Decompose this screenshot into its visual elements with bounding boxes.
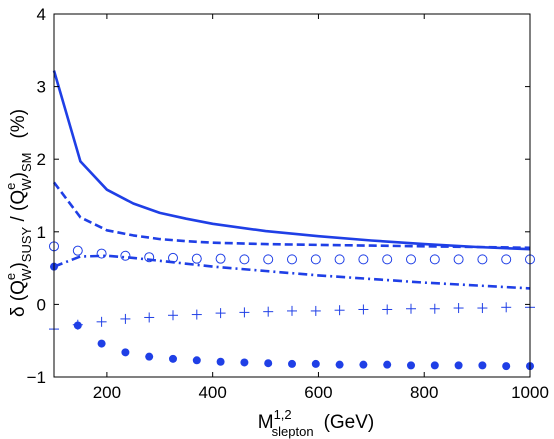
- x-tick-label: 800: [410, 383, 438, 402]
- filled-circle-marker: [288, 359, 296, 368]
- y-label-delta: δ: [8, 306, 29, 317]
- filled-circle-marker: [478, 361, 487, 370]
- plus-marker: [382, 304, 393, 315]
- x-tick-label: 600: [304, 383, 332, 402]
- y-tick-label: 2: [37, 150, 46, 169]
- y-tick-label: −1: [27, 368, 46, 387]
- plus-marker: [120, 313, 131, 324]
- series-line-dashed: [52, 181, 531, 250]
- plus-marker: [96, 316, 107, 327]
- y-label-sm: SM: [19, 153, 34, 173]
- open-circle-marker: [501, 254, 512, 265]
- plus-marker: [334, 305, 345, 316]
- y-label-slash: /: [8, 211, 29, 227]
- y-tick-label: 0: [37, 295, 46, 314]
- filled-circle-marker: [240, 358, 249, 367]
- open-circle-marker: [144, 252, 155, 263]
- filled-circle-marker: [335, 360, 344, 369]
- filled-circle-marker: [430, 361, 439, 370]
- open-circle-marker: [287, 254, 297, 265]
- plus-marker: [501, 302, 512, 313]
- plus-marker: [239, 307, 250, 318]
- y-label-subw1: W: [19, 268, 34, 281]
- x-label-unit: (GeV): [324, 412, 375, 433]
- y-label-unit: (%): [8, 109, 29, 139]
- open-circle-marker: [96, 248, 107, 259]
- open-circle-marker: [429, 254, 440, 265]
- y-tick-label: 1: [37, 223, 46, 242]
- filled-circle-marker: [192, 356, 201, 365]
- y-label-close1: ): [8, 262, 29, 268]
- y-label-sup2: e: [3, 183, 18, 190]
- filled-circle-marker: [383, 360, 392, 369]
- plus-marker: [215, 308, 226, 319]
- open-circle-marker: [334, 254, 345, 265]
- open-circle-marker: [406, 254, 416, 265]
- open-circle-marker: [72, 245, 83, 256]
- y-label-close2: ): [8, 172, 29, 178]
- plus-marker: [191, 309, 202, 320]
- plus-marker: [144, 312, 155, 323]
- filled-circle-marker: [73, 321, 82, 330]
- open-circle-marker: [215, 253, 226, 264]
- open-circle-marker: [477, 254, 488, 265]
- x-label-main: M: [258, 412, 274, 433]
- plus-marker: [287, 305, 297, 316]
- y-label-q1: (Q: [8, 280, 29, 301]
- filled-circle-marker: [359, 360, 368, 369]
- open-circle-marker: [120, 250, 131, 261]
- x-tick-label: 1000: [511, 383, 549, 402]
- y-tick-label: 3: [37, 78, 46, 97]
- open-circle-marker: [263, 254, 274, 265]
- open-circle-marker: [310, 254, 321, 265]
- filled-circle-marker: [216, 357, 225, 366]
- y-label-sup1: e: [3, 273, 18, 280]
- filled-circle-marker: [97, 339, 106, 348]
- filled-circle-marker: [145, 352, 154, 361]
- open-circle-marker: [239, 254, 250, 265]
- filled-circle-marker: [502, 362, 511, 371]
- y-label-q2: (Q: [8, 190, 29, 211]
- plus-marker: [477, 303, 488, 314]
- plus-marker: [453, 303, 464, 314]
- y-label-subw2: W: [19, 178, 34, 191]
- series-layer: [49, 70, 535, 371]
- filled-circle-marker: [264, 359, 273, 368]
- x-tick-label: 400: [198, 383, 226, 402]
- x-axis-label: M1,2 slepton (GeV): [258, 407, 375, 439]
- filled-circle-marker: [454, 361, 463, 370]
- y-axis-label: δ (QeW)SUSY / (QeW)SM(%): [3, 109, 34, 317]
- y-tick-label: 4: [37, 5, 46, 24]
- filled-circle-marker: [169, 354, 177, 363]
- plus-marker: [310, 305, 321, 316]
- filled-circle-marker: [407, 361, 415, 370]
- plus-marker: [263, 306, 274, 317]
- series-line-dashdot: [53, 254, 531, 290]
- plus-marker: [168, 310, 178, 321]
- plot-frame: [53, 13, 531, 378]
- series-line-solid: [52, 70, 531, 251]
- filled-circle-marker: [311, 359, 320, 368]
- x-label-sub: slepton: [272, 424, 314, 439]
- x-tick-label: 200: [93, 383, 121, 402]
- open-circle-marker: [453, 254, 464, 265]
- filled-circle-marker: [121, 348, 130, 357]
- open-circle-marker: [191, 253, 202, 264]
- plus-marker: [406, 303, 416, 314]
- plus-marker: [429, 303, 440, 314]
- open-circle-marker: [382, 254, 393, 265]
- x-label-sup: 1,2: [274, 407, 292, 422]
- y-label-susy: SUSY: [19, 226, 34, 262]
- open-circle-marker: [358, 254, 369, 265]
- plus-marker: [358, 304, 369, 315]
- open-circle-marker: [168, 252, 178, 263]
- ticks-layer: 200 400 600 800 1000 −1 0 1 2 3 4: [27, 5, 549, 402]
